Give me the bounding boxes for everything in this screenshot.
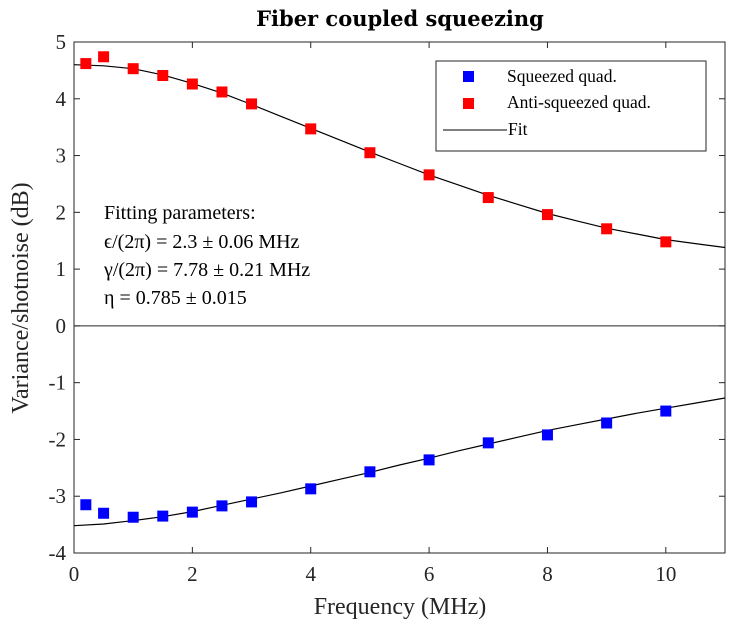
anti-squeezed-marker	[246, 98, 258, 110]
anti-squeezed-marker	[186, 78, 198, 90]
squeezed-marker	[423, 454, 435, 466]
legend-label-anti-squeezed: Anti-squeezed quad.	[507, 92, 651, 112]
annotation-line-eta: η = 0.785 ± 0.015	[104, 287, 247, 309]
y-tick-label: 2	[56, 200, 67, 224]
squeezed-marker	[127, 511, 139, 523]
legend-label-fit: Fit	[508, 119, 528, 139]
x-tick-label: 6	[424, 562, 435, 586]
legend: Squeezed quad. Anti-squeezed quad. Fit	[435, 60, 707, 152]
legend-marker-squeezed	[463, 71, 474, 82]
squeezed-marker	[80, 499, 92, 511]
legend-box	[435, 60, 707, 152]
squeezed-marker	[364, 466, 376, 478]
y-tick-label: 5	[56, 30, 67, 54]
y-tick-label: -2	[49, 427, 67, 451]
y-axis-ticks: -4 -3 -2 -1 0 1 2 3 4 5	[49, 30, 725, 565]
anti-squeezed-marker	[80, 58, 92, 70]
legend-marker-anti-squeezed	[463, 98, 474, 109]
squeezed-marker	[482, 437, 494, 449]
squeezed-marker	[186, 506, 198, 518]
x-tick-label: 0	[69, 562, 80, 586]
annotation-line-heading: Fitting parameters:	[104, 202, 256, 224]
anti-squeezed-marker	[423, 169, 435, 181]
squeezed-marker	[660, 405, 672, 417]
y-tick-label: 3	[56, 144, 67, 168]
squeezed-marker	[305, 483, 317, 495]
y-tick-label: 0	[56, 314, 67, 338]
x-tick-label: 8	[542, 562, 553, 586]
anti-squeezed-marker	[482, 192, 494, 204]
anti-squeezed-marker	[660, 236, 672, 248]
fit-curve-anti-squeezed	[73, 64, 726, 249]
legend-label-squeezed: Squeezed quad.	[507, 66, 617, 86]
fit-parameters-annotation: Fitting parameters: ϵ/(2π) = 2.3 ± 0.06 …	[103, 202, 310, 309]
squeezed-marker	[157, 510, 169, 522]
anti-squeezed-marker	[364, 147, 376, 159]
y-tick-label: -1	[49, 371, 67, 395]
squeezed-marker	[601, 417, 613, 429]
anti-squeezed-marker	[157, 69, 169, 81]
x-tick-label: 4	[305, 562, 316, 586]
anti-squeezed-marker	[305, 123, 317, 135]
y-tick-label: -3	[49, 484, 67, 508]
annotation-line-gamma: γ/(2π) = 7.78 ± 0.21 MHz	[103, 259, 310, 281]
plot-area: 0 2 4 6 8 10 -4 -3 -2 -1 0 1 2 3 4 5	[49, 30, 726, 586]
anti-squeezed-marker	[127, 63, 139, 75]
y-axis-label: Variance/shotnoise (dB)	[8, 182, 34, 413]
squeezed-marker	[541, 429, 553, 441]
squeezed-marker	[98, 507, 110, 519]
x-tick-label: 2	[187, 562, 198, 586]
y-tick-label: 4	[56, 87, 67, 111]
squeezed-marker	[216, 500, 228, 512]
anti-squeezed-marker	[541, 209, 553, 221]
anti-squeezed-marker	[601, 223, 613, 235]
anti-squeezed-marker	[98, 51, 110, 63]
anti-squeezed-marker	[216, 86, 228, 98]
chart-title: Fiber coupled squeezing	[256, 6, 544, 31]
axes-box	[73, 41, 726, 554]
annotation-line-epsilon: ϵ/(2π) = 2.3 ± 0.06 MHz	[104, 231, 300, 253]
fit-curves	[73, 64, 726, 527]
x-axis-ticks: 0 2 4 6 8 10	[69, 42, 676, 586]
squeezed-marker	[246, 496, 258, 508]
x-axis-label: Frequency (MHz)	[314, 594, 487, 620]
y-tick-label: -4	[49, 541, 67, 565]
x-tick-label: 10	[655, 562, 676, 586]
fit-curve-squeezed	[73, 397, 726, 527]
data-markers	[80, 51, 672, 523]
y-tick-label: 1	[56, 257, 67, 281]
